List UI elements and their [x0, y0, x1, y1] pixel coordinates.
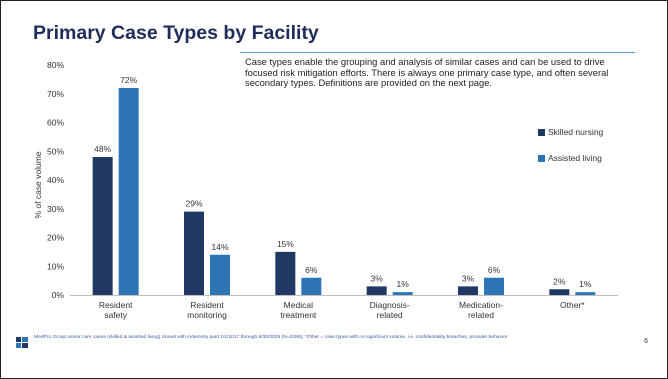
x-tick-label: Medication- [459, 300, 503, 310]
y-axis-title: % of case volume [33, 151, 43, 218]
bar-assisted-living [210, 254, 230, 295]
y-tick-label: 0% [52, 290, 65, 300]
bar-skilled-nursing [92, 157, 113, 295]
x-tick-label: related [468, 310, 494, 320]
data-label: 3% [462, 273, 475, 283]
y-tick-label: 60% [47, 118, 64, 128]
data-label: 2% [553, 276, 566, 286]
y-tick-label: 40% [47, 175, 64, 185]
bar-assisted-living [575, 292, 596, 295]
bar-assisted-living [484, 277, 504, 295]
y-tick-label: 20% [47, 233, 64, 243]
x-tick-label: treatment [280, 310, 317, 320]
medpro-logo-icon [16, 337, 28, 348]
data-label: 29% [185, 199, 202, 209]
footer-note: MedPro Group senior care cases (skilled … [34, 335, 508, 340]
legend-label: Skilled nursing [548, 127, 604, 137]
bar-skilled-nursing [275, 251, 296, 295]
legend-label: Assisted living [548, 153, 602, 163]
data-label: 6% [305, 265, 318, 275]
legend-swatch [538, 129, 545, 136]
data-label: 48% [94, 144, 111, 154]
y-tick-label: 10% [47, 261, 64, 271]
bar-skilled-nursing [549, 289, 570, 295]
legend-swatch [538, 155, 545, 162]
y-tick-label: 50% [47, 146, 64, 156]
x-tick-label: Resident [190, 300, 224, 310]
bar-assisted-living [392, 292, 413, 295]
bar-skilled-nursing [366, 286, 387, 295]
x-tick-label: Other* [560, 300, 585, 310]
data-label: 1% [579, 279, 592, 289]
page-number: 6 [644, 338, 648, 345]
x-tick-label: Medical [284, 300, 313, 310]
x-tick-label: monitoring [187, 310, 227, 320]
footer: MedPro Group senior care cases (skilled … [0, 329, 668, 379]
y-tick-label: 30% [47, 204, 64, 214]
title-divider [240, 52, 635, 53]
data-label: 14% [211, 242, 228, 252]
page-title: Primary Case Types by Facility [33, 22, 319, 44]
description-text: Case types enable the grouping and analy… [245, 56, 609, 89]
bar-assisted-living [118, 88, 139, 295]
data-label: 15% [277, 239, 294, 249]
x-tick-label: safety [104, 310, 127, 320]
data-label: 72% [120, 75, 137, 85]
x-tick-label: Resident [99, 300, 133, 310]
x-tick-label: Diagnosis- [370, 300, 410, 310]
data-label: 1% [397, 279, 410, 289]
data-label: 6% [488, 265, 501, 275]
y-tick-label: 70% [47, 89, 64, 99]
y-tick-label: 80% [47, 60, 64, 70]
data-label: 3% [371, 273, 384, 283]
x-tick-label: related [377, 310, 403, 320]
bar-skilled-nursing [184, 211, 204, 295]
bar-skilled-nursing [458, 286, 478, 295]
bar-assisted-living [301, 277, 322, 295]
